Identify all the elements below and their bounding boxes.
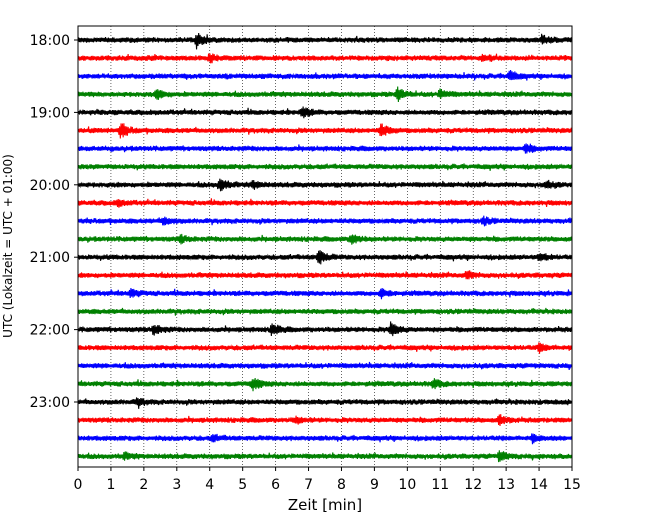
seismic-traces <box>77 32 573 463</box>
trace-6 <box>77 143 573 154</box>
trace-10 <box>77 215 573 227</box>
y-tick-label-21:00: 21:00 <box>30 250 70 266</box>
trace-16 <box>77 321 573 337</box>
trace-21 <box>77 414 573 427</box>
plot-frame <box>77 25 573 468</box>
x-tick-label-4: 4 <box>205 477 214 493</box>
trace-5 <box>77 123 573 139</box>
trace-7 <box>77 163 573 171</box>
trace-23 <box>77 450 573 463</box>
trace-4 <box>77 106 573 119</box>
y-tick-label-18:00: 18:00 <box>30 33 70 49</box>
trace-9 <box>77 198 573 208</box>
trace-1 <box>77 53 573 64</box>
y-tick-label-22:00: 22:00 <box>30 323 70 339</box>
x-tick-label-0: 0 <box>74 477 83 493</box>
x-axis-ticks: 0 1 2 3 4 5 6 7 8 9 10 11 12 13 14 15 <box>74 467 581 493</box>
y-axis-label: UTC (Lokalzeit = UTC + 01:00) <box>1 154 15 338</box>
trace-18 <box>77 361 573 370</box>
x-tick-label-2: 2 <box>139 477 148 493</box>
x-tick-label-6: 6 <box>271 477 280 493</box>
trace-22 <box>77 433 573 445</box>
trace-11 <box>77 233 573 245</box>
trace-8 <box>77 178 573 192</box>
x-tick-label-7: 7 <box>304 477 313 493</box>
y-tick-label-20:00: 20:00 <box>30 178 70 194</box>
trace-14 <box>77 287 573 300</box>
trace-19 <box>77 378 573 392</box>
x-tick-label-11: 11 <box>431 477 449 493</box>
x-axis-label: Zeit [min] <box>288 496 362 514</box>
x-tick-label-8: 8 <box>337 477 346 493</box>
trace-12 <box>77 250 573 265</box>
x-tick-label-13: 13 <box>497 477 515 493</box>
x-tick-label-3: 3 <box>172 477 181 493</box>
x-tick-label-12: 12 <box>464 477 482 493</box>
x-tick-label-15: 15 <box>563 477 581 493</box>
trace-3 <box>77 86 573 103</box>
x-tick-label-5: 5 <box>238 477 247 493</box>
trace-0 <box>77 32 573 50</box>
x-tick-label-9: 9 <box>370 477 379 493</box>
y-tick-label-23:00: 23:00 <box>30 395 70 411</box>
y-axis-ticks: 18:00 19:00 20:00 21:00 22:00 23:00 <box>30 33 78 411</box>
trace-17 <box>77 342 573 354</box>
trace-13 <box>77 270 573 280</box>
y-tick-label-19:00: 19:00 <box>30 105 70 121</box>
x-tick-label-10: 10 <box>398 477 416 493</box>
trace-20 <box>77 397 573 409</box>
x-tick-label-14: 14 <box>530 477 548 493</box>
x-tick-label-1: 1 <box>106 477 115 493</box>
trace-15 <box>77 307 573 316</box>
trace-2 <box>77 69 573 81</box>
